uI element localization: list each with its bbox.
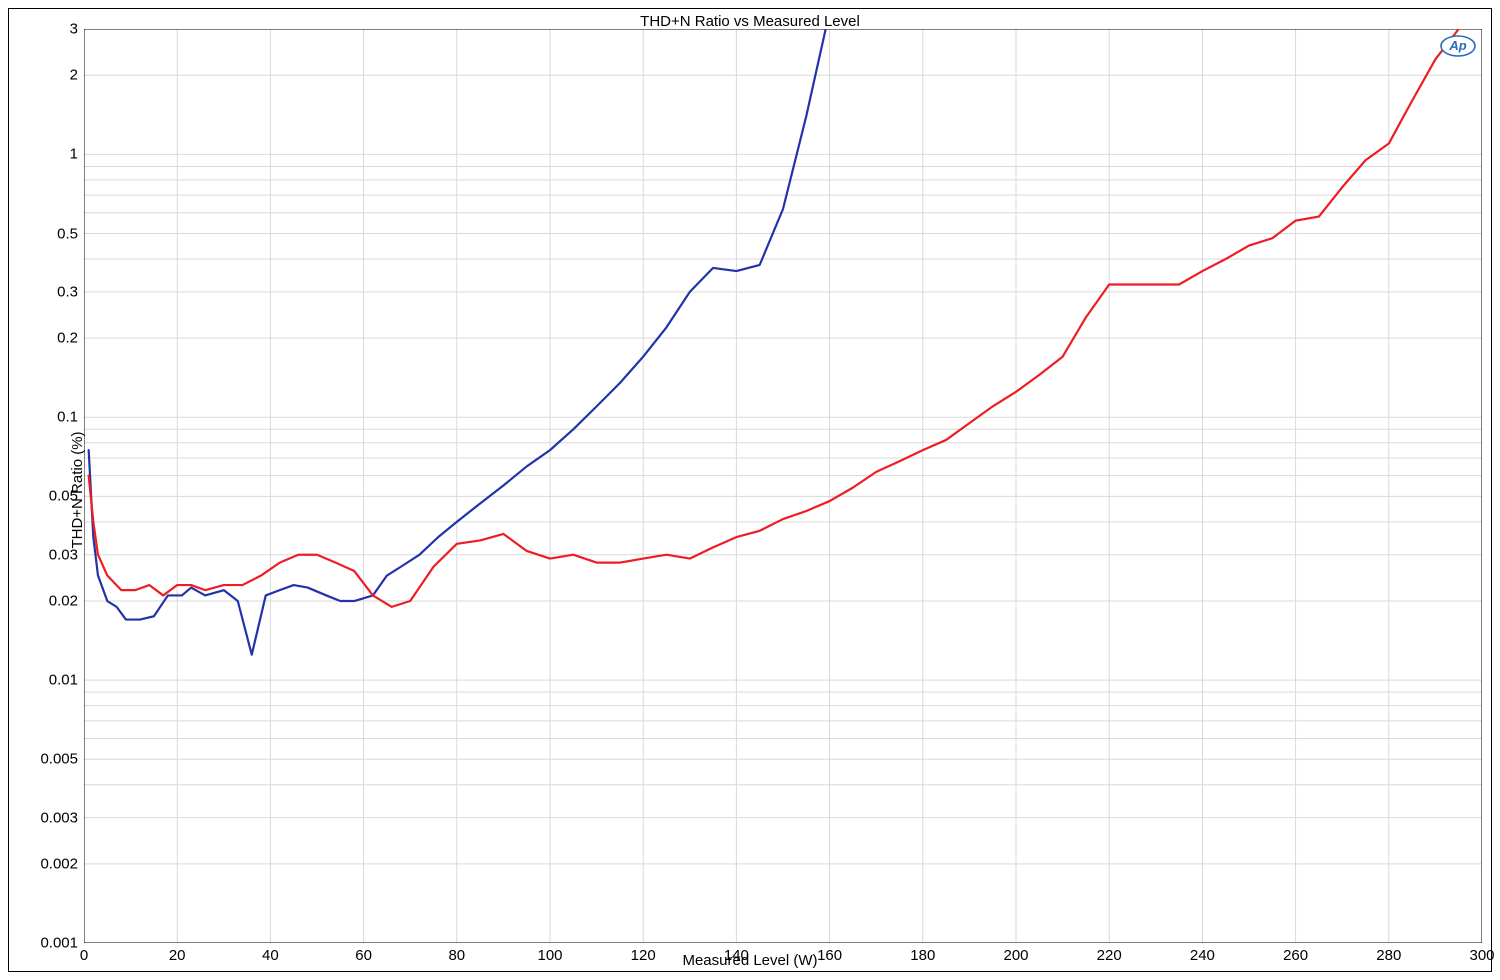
x-tick-label: 240 [1190, 947, 1215, 964]
x-tick-label: 140 [724, 947, 749, 964]
series-1-line [89, 29, 830, 655]
x-axis-label: Measured Level (W) [9, 952, 1491, 969]
x-tick-label: 160 [817, 947, 842, 964]
x-tick-label: 220 [1097, 947, 1122, 964]
x-tick-label: 280 [1376, 947, 1401, 964]
y-tick-label: 0.3 [57, 283, 78, 300]
y-tick-label: 0.005 [40, 751, 78, 768]
x-tick-label: 60 [355, 947, 372, 964]
y-tick-label: 0.1 [57, 409, 78, 426]
y-tick-label: 0.002 [40, 855, 78, 872]
x-tick-label: 80 [448, 947, 465, 964]
chart-svg [84, 29, 1482, 943]
y-tick-label: 0.003 [40, 809, 78, 826]
y-tick-label: 0.01 [49, 672, 78, 689]
plot-area: Ap02040608010012014016018020022024026028… [84, 29, 1482, 943]
x-tick-label: 200 [1003, 947, 1028, 964]
x-tick-label: 20 [169, 947, 186, 964]
x-tick-label: 300 [1469, 947, 1494, 964]
y-tick-label: 0.5 [57, 225, 78, 242]
y-tick-label: 0.001 [40, 935, 78, 952]
y-tick-label: 2 [70, 67, 78, 84]
svg-text:Ap: Ap [1448, 38, 1466, 53]
y-tick-label: 0.03 [49, 546, 78, 563]
x-tick-label: 180 [910, 947, 935, 964]
y-tick-label: 0.05 [49, 488, 78, 505]
series-2-line [89, 29, 1459, 607]
x-tick-label: 0 [80, 947, 88, 964]
y-tick-label: 3 [70, 21, 78, 38]
x-tick-label: 40 [262, 947, 279, 964]
chart-title: THD+N Ratio vs Measured Level [9, 13, 1491, 30]
gridlines [84, 29, 1482, 943]
x-tick-label: 120 [631, 947, 656, 964]
outer-frame: THD+N Ratio vs Measured Level Measured L… [8, 8, 1492, 972]
y-tick-label: 0.2 [57, 330, 78, 347]
x-tick-label: 260 [1283, 947, 1308, 964]
y-tick-label: 1 [70, 146, 78, 163]
ap-logo-icon: Ap [1440, 35, 1476, 57]
y-tick-label: 0.02 [49, 593, 78, 610]
x-tick-label: 100 [537, 947, 562, 964]
